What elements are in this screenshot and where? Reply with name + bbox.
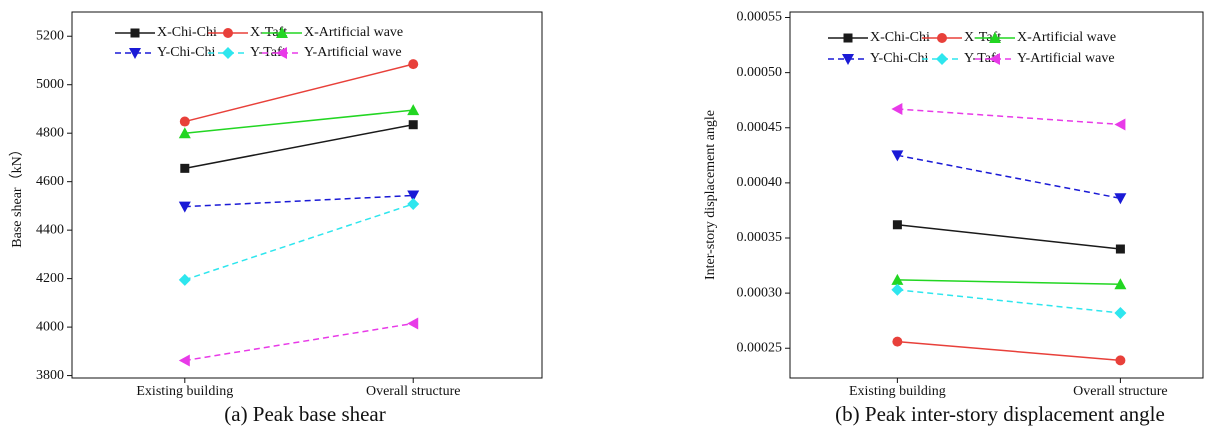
y-tick-label: 0.00050 (737, 65, 783, 80)
marker (178, 273, 191, 286)
legend-marker (937, 33, 947, 43)
marker (1114, 306, 1127, 319)
marker (891, 150, 904, 162)
y-tick-label: 4200 (36, 271, 64, 286)
series-line (184, 194, 414, 208)
series-line (184, 322, 414, 362)
y-tick-label: 0.00025 (737, 340, 783, 355)
y-tick-label: 0.00030 (737, 285, 783, 300)
legend-marker (843, 33, 853, 43)
legend-marker (936, 53, 948, 65)
series-line (897, 279, 1121, 286)
y-tick-label: 3800 (36, 368, 64, 383)
legend-label: Y-Artificial wave (1017, 51, 1115, 66)
marker (178, 201, 191, 213)
marker (178, 127, 191, 139)
x-tick-label: Overall structure (366, 384, 460, 399)
legend-marker (130, 28, 140, 38)
y-tick-label: 4000 (36, 319, 64, 334)
legend-label: Y-Taft (964, 51, 1000, 66)
legend-label: Y-Artificial wave (304, 45, 402, 60)
marker (1115, 355, 1126, 366)
caption: (b) Peak inter-story displacement angle (835, 402, 1165, 426)
legend-marker (223, 28, 233, 38)
legend-label: X-Chi-Chi (870, 30, 930, 45)
marker (407, 190, 420, 202)
marker (892, 220, 902, 230)
series-line (897, 289, 1121, 314)
legend-marker (989, 53, 1000, 65)
series-line (897, 154, 1121, 200)
marker (1114, 193, 1127, 205)
y-axis-label: Base shear（kN） (9, 142, 25, 247)
y-tick-label: 4400 (36, 222, 64, 237)
y-tick-label: 5200 (36, 28, 64, 43)
x-tick-label: Existing building (849, 384, 946, 399)
plot-frame (71, 11, 543, 379)
legend-label: Y-Chi-Chi (870, 51, 928, 66)
series-line (897, 108, 1121, 126)
marker (1114, 118, 1126, 131)
legend-marker (276, 27, 288, 38)
series-line (184, 123, 414, 170)
x-tick-label: Existing building (136, 384, 233, 399)
legend-marker (129, 48, 141, 59)
legend-marker (222, 47, 234, 59)
y-tick-label: 4800 (36, 125, 64, 140)
y-tick-label: 5000 (36, 77, 64, 92)
y-tick-label: 0.00055 (737, 10, 783, 25)
marker (408, 59, 419, 70)
legend-label: X-Artificial wave (1017, 30, 1116, 45)
series-line (184, 109, 414, 134)
marker (178, 354, 190, 367)
legend-label: Y-Chi-Chi (157, 45, 215, 60)
x-tick-label: Overall structure (1073, 384, 1167, 399)
caption: (a) Peak base shear (224, 402, 386, 426)
legend-marker (842, 54, 854, 65)
marker (891, 283, 904, 296)
marker (408, 120, 418, 130)
legend-label: X-Chi-Chi (157, 25, 217, 40)
legend-marker (276, 47, 287, 59)
series-line (184, 63, 414, 123)
y-tick-label: 0.00045 (737, 120, 783, 135)
y-tick-label: 0.00035 (737, 230, 783, 245)
marker (1114, 278, 1127, 290)
marker (891, 273, 904, 285)
marker (892, 336, 903, 347)
series-line (897, 224, 1121, 250)
marker (1115, 244, 1125, 254)
marker (179, 116, 190, 127)
y-tick-label: 4600 (36, 174, 64, 189)
series-line (184, 203, 414, 281)
marker (407, 197, 420, 210)
marker (891, 103, 903, 116)
series-line (897, 340, 1121, 362)
marker (407, 104, 420, 116)
marker (180, 163, 190, 173)
legend-label: X-Artificial wave (304, 25, 403, 40)
legend-marker (989, 32, 1001, 43)
plot-frame (789, 11, 1204, 379)
y-axis-label: Inter-story displacement angle (703, 110, 718, 280)
marker (407, 317, 419, 330)
y-tick-label: 0.00040 (737, 175, 783, 190)
